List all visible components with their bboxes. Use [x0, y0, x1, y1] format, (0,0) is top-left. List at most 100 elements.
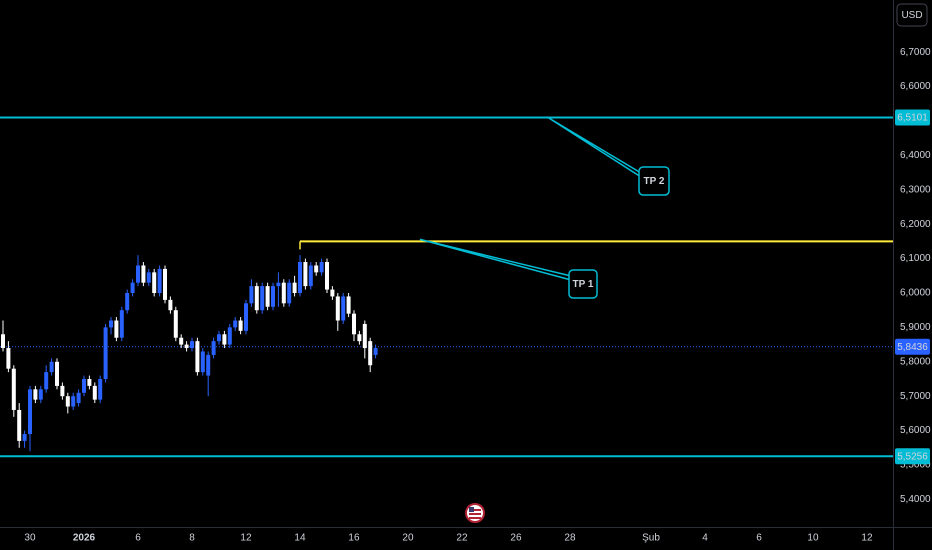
candle-body	[103, 327, 108, 380]
price-label-box	[895, 338, 930, 355]
candle-body	[308, 265, 313, 287]
candle-body	[60, 385, 65, 397]
x-tick-label: 14	[294, 533, 306, 544]
y-tick-label: 5,5000	[900, 460, 931, 471]
x-tick-label: 26	[510, 533, 522, 544]
candle-body	[200, 351, 205, 373]
candle-body	[157, 268, 162, 293]
x-tick-label: 4	[702, 533, 708, 544]
candle-body	[335, 296, 340, 321]
candle-body	[341, 296, 346, 321]
y-tick-label: 6,0000	[900, 288, 931, 299]
x-tick-label: 28	[564, 533, 576, 544]
candle-body	[173, 310, 178, 338]
x-tick-label: 20	[402, 533, 414, 544]
candle-body	[276, 282, 281, 287]
callout-pointer	[547, 116, 642, 178]
candle-body	[135, 265, 140, 283]
candle-body	[130, 282, 135, 293]
candle-body	[17, 409, 22, 441]
price-label: 5,8436	[897, 342, 928, 353]
y-tick-label: 5,6000	[900, 425, 931, 436]
candle-body	[270, 286, 275, 307]
x-tick-label: 30	[24, 533, 36, 544]
candle-body	[222, 334, 227, 345]
candle-body	[324, 262, 329, 290]
candle-body	[319, 262, 324, 273]
candle-body	[141, 265, 146, 283]
candle-body	[44, 372, 49, 390]
x-tick-label: 6	[756, 533, 762, 544]
candle-body	[346, 296, 351, 314]
candle-body	[189, 341, 194, 349]
candle-body	[168, 299, 173, 311]
candle-body	[125, 292, 130, 311]
currency-button[interactable]	[896, 3, 928, 27]
candle-body	[287, 282, 292, 304]
y-tick-label: 5,7000	[900, 391, 931, 402]
x-tick-label: 10	[807, 533, 819, 544]
price-label-box	[895, 109, 930, 126]
candle-body	[227, 327, 232, 345]
candle-body	[6, 348, 11, 369]
candle-body	[233, 320, 238, 328]
candle-body	[38, 389, 43, 400]
candle-body	[49, 361, 54, 373]
candle-body	[368, 341, 373, 366]
currency-label: USD	[901, 10, 922, 21]
candle-body	[33, 389, 38, 400]
candle-body	[54, 361, 59, 386]
candle-body	[114, 320, 119, 338]
candle-body	[162, 268, 167, 300]
candle-body	[254, 286, 259, 311]
candle-body	[27, 389, 32, 435]
y-tick-label: 5,4000	[900, 494, 931, 505]
candle-body	[206, 354, 211, 376]
candle-body	[362, 323, 367, 349]
candle-body	[98, 379, 103, 400]
candle-body	[303, 262, 308, 287]
callout-text: TP 1	[573, 279, 594, 290]
y-tick-label: 6,2000	[900, 219, 931, 230]
x-tick-label: 12	[861, 533, 873, 544]
candle-body	[249, 286, 254, 304]
y-tick-label: 6,7000	[900, 47, 931, 58]
x-tick-label: 6	[135, 533, 141, 544]
x-tick-label: 16	[348, 533, 360, 544]
candle-body	[292, 282, 297, 293]
callout: TP 1	[419, 238, 598, 299]
candle-body	[216, 334, 221, 342]
candle-body	[65, 396, 70, 407]
candle-body	[281, 282, 286, 304]
candle-body	[0, 334, 5, 349]
y-tick-label: 6,4000	[900, 150, 931, 161]
candle-body	[238, 320, 243, 331]
x-tick-label: Şub	[642, 533, 660, 544]
callout: TP 2	[547, 116, 670, 196]
callout-box	[638, 166, 670, 196]
candle-body	[108, 320, 113, 328]
candle-body	[92, 385, 97, 400]
event-icon[interactable]	[465, 503, 485, 523]
y-tick-label: 5,8000	[900, 356, 931, 367]
candle-body	[211, 341, 216, 355]
candle-body	[357, 334, 362, 342]
price-label: 5,5256	[897, 451, 928, 462]
candle-body	[152, 272, 157, 293]
levels	[0, 116, 893, 458]
callout-text: TP 2	[644, 176, 665, 187]
x-tick-label: 12	[240, 533, 252, 544]
candle-body	[243, 303, 248, 331]
candle-body	[297, 262, 302, 293]
candle-body	[146, 272, 151, 283]
candle-body	[184, 344, 189, 349]
candle-body	[330, 289, 335, 297]
candle-body	[81, 379, 86, 393]
y-tick-label: 5,9000	[900, 322, 931, 333]
x-tick-label: 2026	[73, 533, 96, 544]
candle-body	[260, 286, 265, 311]
candle-body	[195, 341, 200, 373]
price-label: 6,5101	[897, 113, 928, 124]
candle-body	[87, 379, 92, 386]
candle-body	[265, 286, 270, 307]
